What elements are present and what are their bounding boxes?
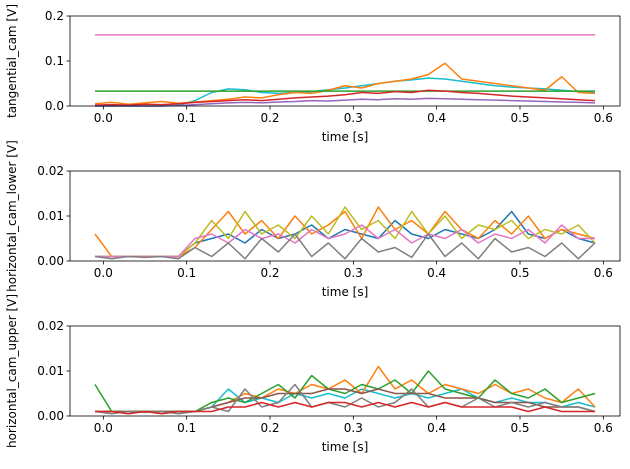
axes-frame	[69, 15, 621, 107]
y-tick-label: 0.01	[37, 364, 64, 378]
y-tick-label: 0.02	[37, 164, 64, 178]
x-tick-label: 0.1	[177, 421, 196, 435]
x-tick-label: 0.3	[344, 266, 363, 280]
y-axis-label: tangential_cam [V]	[5, 4, 19, 118]
x-tick-label: 0.1	[177, 111, 196, 125]
x-tick-label: 0.6	[594, 111, 613, 125]
x-tick-label: 0.2	[260, 111, 279, 125]
data-line	[94, 62, 596, 105]
x-tick-label: 0.0	[94, 111, 113, 125]
y-tick-label: 0.2	[45, 9, 64, 23]
data-line	[94, 383, 596, 415]
y-tick-label: 0.00	[37, 254, 64, 268]
y-tick-label: 0.0	[45, 99, 64, 113]
y-tick-label: 0.02	[37, 319, 64, 333]
data-line	[95, 224, 595, 258]
x-tick-label: 0.5	[510, 111, 529, 125]
y-tick-label: 0.1	[45, 54, 64, 68]
x-axis-label: time [s]	[322, 440, 369, 454]
x-tick-label: 0.6	[594, 266, 613, 280]
axes-frame	[69, 170, 621, 262]
data-line	[94, 233, 596, 260]
x-tick-label: 0.5	[510, 421, 529, 435]
y-tick-label: 0.00	[37, 409, 64, 423]
x-tick-label: 0.4	[427, 266, 446, 280]
x-tick-label: 0.4	[427, 421, 446, 435]
y-tick-label: 0.01	[37, 209, 64, 223]
data-line	[95, 401, 595, 415]
x-tick-label: 0.0	[94, 266, 113, 280]
x-tick-label: 0.6	[594, 421, 613, 435]
x-tick-label: 0.2	[260, 421, 279, 435]
x-tick-label: 0.1	[177, 266, 196, 280]
x-axis-label: time [s]	[322, 130, 369, 144]
x-axis-label: time [s]	[322, 285, 369, 299]
y-axis-label: horizontal_cam_lower [V]	[5, 140, 19, 292]
x-tick-label: 0.2	[260, 266, 279, 280]
x-tick-label: 0.4	[427, 111, 446, 125]
x-tick-label: 0.0	[94, 421, 113, 435]
y-axis-label: horizontal_cam_upper [V]	[5, 294, 19, 448]
data-line	[94, 89, 596, 106]
x-tick-label: 0.3	[344, 111, 363, 125]
data-line	[95, 97, 596, 107]
x-tick-label: 0.3	[344, 421, 363, 435]
x-tick-label: 0.5	[510, 266, 529, 280]
data-line	[95, 388, 596, 413]
